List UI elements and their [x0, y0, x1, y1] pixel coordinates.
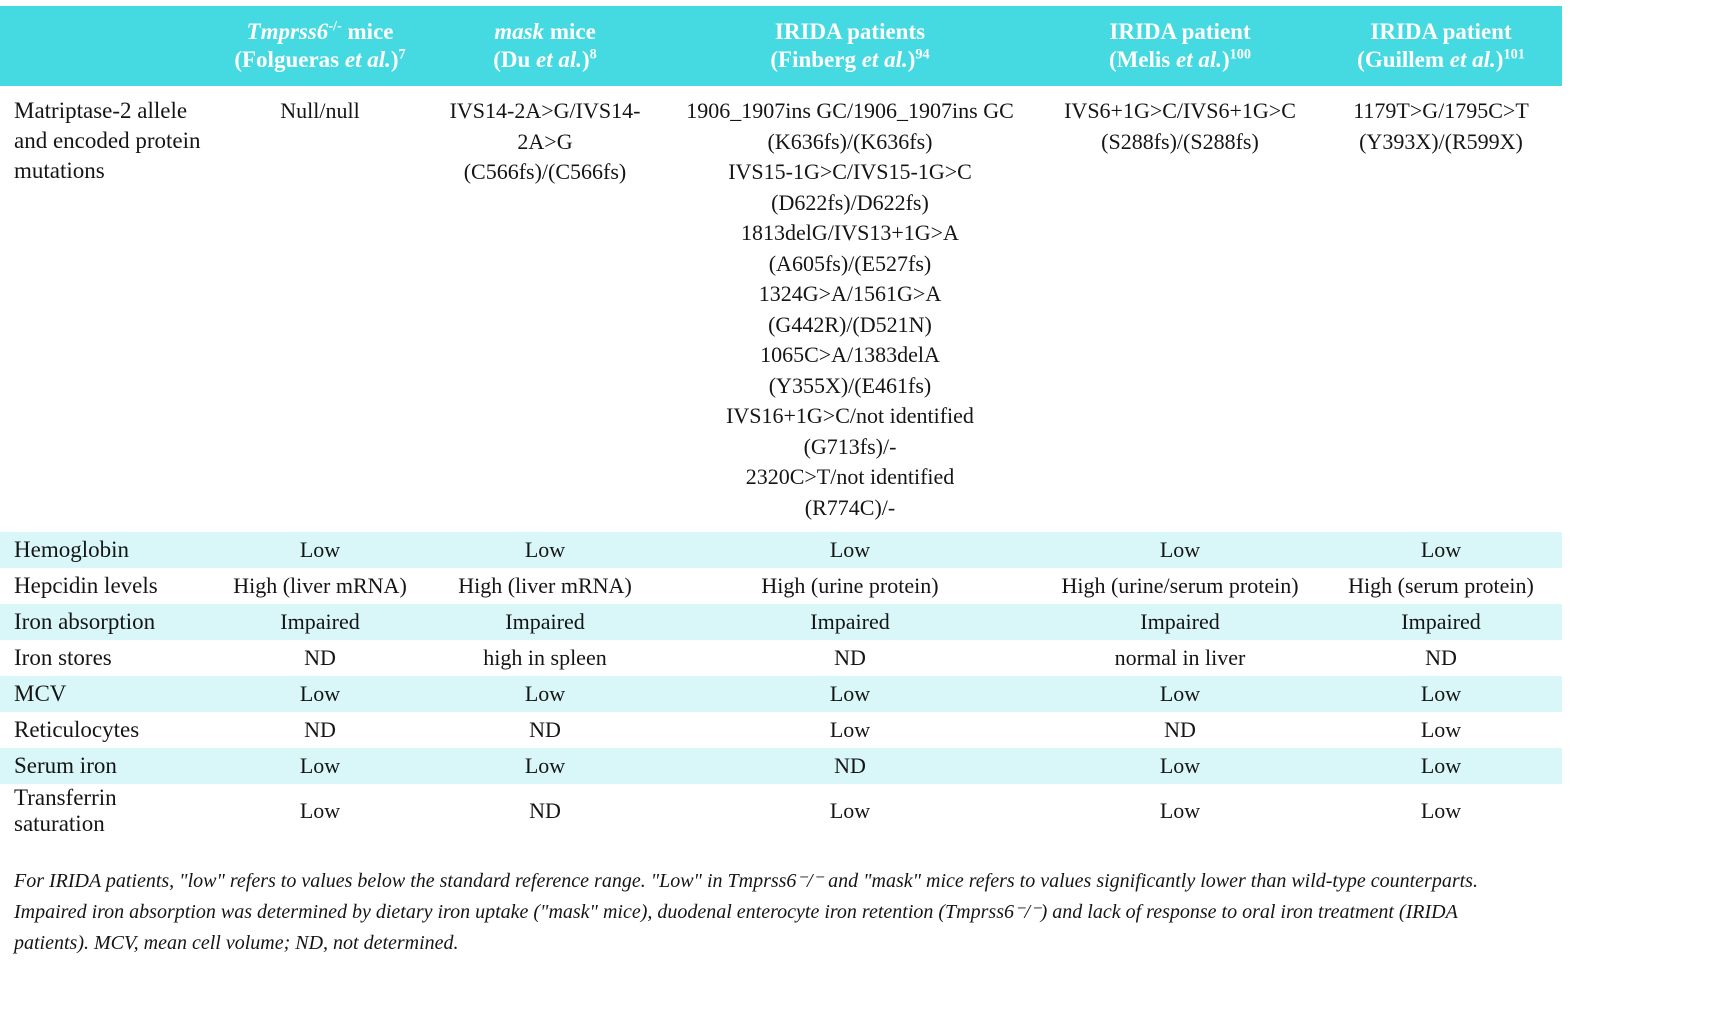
table-cell: Low	[1320, 676, 1562, 712]
column-header-line1: IRIDA patient	[1109, 19, 1251, 44]
table-row-iron-absorption: Iron absorption Impaired Impaired Impair…	[0, 604, 1562, 640]
table-cell: Low	[1159, 798, 1201, 823]
table-cell: High (liver mRNA)	[458, 573, 632, 598]
table-cell: ND	[304, 645, 336, 670]
table-cell: Low	[1420, 798, 1462, 823]
table-cell: normal in liver	[1114, 645, 1246, 670]
column-header-line2: (Melis et al.)100	[1108, 46, 1252, 72]
table-cell: Low	[430, 748, 660, 784]
table-cell: High (urine protein)	[761, 573, 939, 598]
table-cell: High (serum protein)	[1348, 573, 1534, 598]
column-header-irida-patient-guillem: IRIDA patient (Guillem et al.)101	[1320, 6, 1562, 86]
column-header-line1: IRIDA patient	[1370, 19, 1512, 44]
column-header-line1: IRIDA patients	[774, 19, 926, 44]
table-cell: Low	[210, 748, 430, 784]
table-cell: Low	[660, 532, 1040, 568]
column-header-irida-patient-melis: IRIDA patient (Melis et al.)100	[1040, 6, 1320, 86]
footnote: For IRIDA patients, "low" refers to valu…	[14, 870, 1478, 954]
table-cell: High (urine/serum protein)	[1061, 573, 1299, 598]
table-cell: Low	[829, 798, 871, 823]
table-cell: ND	[660, 748, 1040, 784]
table-cell: Low	[829, 717, 871, 742]
table-row-mcv: MCV Low Low Low Low Low	[0, 676, 1562, 712]
table-row-transferrin-saturation: Transferrin saturation Low ND Low Low Lo…	[0, 784, 1562, 838]
table-cell: Impaired	[660, 604, 1040, 640]
column-header-line2: (Finberg et al.)94	[770, 46, 930, 72]
row-label: Hemoglobin	[0, 532, 210, 568]
table-row-serum-iron: Serum iron Low Low ND Low Low	[0, 748, 1562, 784]
row-label-mutations: Matriptase-2 allele and encoded protein …	[14, 98, 201, 183]
column-header-mask-mice: mask mice (Du et al.)8	[430, 6, 660, 86]
row-label: Iron absorption	[0, 604, 210, 640]
column-header-line2: (Guillem et al.)101	[1357, 46, 1525, 72]
table-cell: ND	[1425, 645, 1457, 670]
column-header-tmprss6-mice: Tmprss6-/- mice (Folgueras et al.)7	[210, 6, 430, 86]
table-cell: ND	[529, 717, 561, 742]
column-header-irida-patients-finberg: IRIDA patients (Finberg et al.)94	[660, 6, 1040, 86]
table-cell: Impaired	[430, 604, 660, 640]
table-cell: Impaired	[1320, 604, 1562, 640]
row-label: Serum iron	[0, 748, 210, 784]
mutation-cell-mask: IVS14-2A>G/IVS14-2A>G (C566fs)/(C566fs)	[449, 98, 641, 184]
row-label: Transferrin saturation	[14, 785, 117, 836]
table-cell: High (liver mRNA)	[233, 573, 407, 598]
column-header-line1: mask mice	[494, 19, 596, 44]
table-cell: Low	[1320, 532, 1562, 568]
column-header-line2: (Folgueras et al.)7	[234, 46, 406, 72]
table-cell: ND	[834, 645, 866, 670]
row-label: MCV	[0, 676, 210, 712]
table-cell: Low	[1040, 748, 1320, 784]
table-cell: ND	[1164, 717, 1196, 742]
table-cell: Low	[299, 798, 341, 823]
table-row-reticulocytes: Reticulocytes ND ND Low ND Low	[0, 712, 1562, 748]
header-row: Tmprss6-/- mice (Folgueras et al.)7 mask…	[0, 6, 1562, 86]
table-cell: high in spleen	[483, 645, 607, 670]
table-cell: ND	[529, 798, 561, 823]
table-cell: Low	[210, 676, 430, 712]
table-cell: Impaired	[210, 604, 430, 640]
table-cell: Impaired	[1040, 604, 1320, 640]
mutation-cell-melis: IVS6+1G>C/IVS6+1G>C (S288fs)/(S288fs)	[1064, 98, 1296, 154]
table-row-hemoglobin: Hemoglobin Low Low Low Low Low	[0, 532, 1562, 568]
table-cell: ND	[304, 717, 336, 742]
column-header-line2: (Du et al.)8	[493, 46, 597, 72]
row-label: Iron stores	[14, 645, 112, 670]
corner-cell	[0, 6, 210, 86]
comparison-table: Tmprss6-/- mice (Folgueras et al.)7 mask…	[0, 6, 1562, 838]
table-cell: Low	[210, 532, 430, 568]
mutation-row: Matriptase-2 allele and encoded protein …	[0, 86, 1562, 532]
table-row-hepcidin-levels: Hepcidin levels High (liver mRNA) High (…	[0, 568, 1562, 604]
table-cell: Low	[1420, 717, 1462, 742]
mutation-cell-finberg: 1906_1907ins GC/1906_1907ins GC (K636fs)/…	[686, 98, 1014, 520]
table-row-iron-stores: Iron stores ND high in spleen ND normal …	[0, 640, 1562, 676]
mutation-cell-tmprss6: Null/null	[280, 98, 360, 123]
row-label: Reticulocytes	[14, 717, 140, 742]
table-cell: Low	[1040, 532, 1320, 568]
mutation-cell-guillem: 1179T>G/1795C>T (Y393X)/(R599X)	[1353, 98, 1529, 154]
row-label: Hepcidin levels	[14, 573, 158, 598]
table-cell: Low	[1320, 748, 1562, 784]
column-header-line1: Tmprss6-/- mice	[246, 18, 394, 44]
table-cell: Low	[660, 676, 1040, 712]
table-cell: Low	[430, 676, 660, 712]
table-cell: Low	[1040, 676, 1320, 712]
table-cell: Low	[430, 532, 660, 568]
